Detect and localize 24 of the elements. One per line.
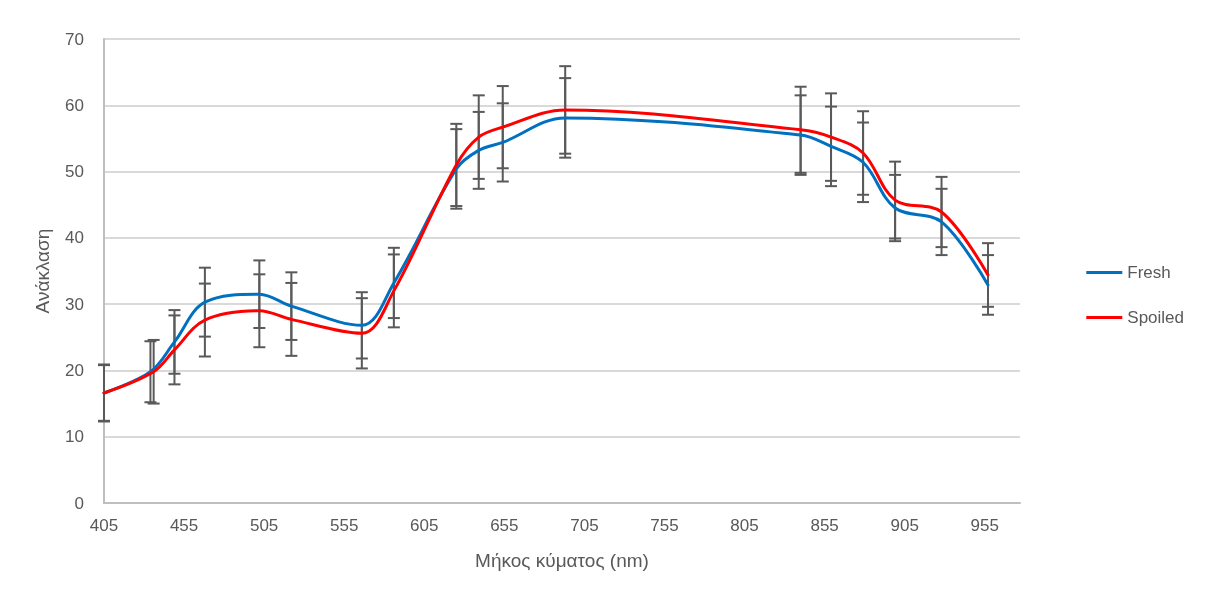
- x-tick-label: 555: [330, 516, 359, 535]
- y-tick-label: 70: [65, 29, 84, 49]
- y-tick-label: 50: [65, 162, 84, 182]
- x-tick-label: 605: [410, 516, 439, 535]
- y-axis-title: Ανάκλαση: [32, 228, 53, 314]
- y-tick-label: 40: [65, 228, 84, 248]
- legend-label: Spoiled: [1127, 308, 1185, 327]
- x-tick-label: 905: [890, 516, 919, 535]
- x-tick-label: 755: [650, 516, 679, 535]
- y-tick-label: 60: [65, 95, 84, 115]
- y-tick-label: 0: [74, 493, 84, 513]
- x-tick-label: 455: [169, 516, 199, 535]
- x-tick-label: 855: [810, 516, 839, 535]
- x-tick-label: 505: [249, 516, 279, 535]
- y-tick-label: 20: [65, 360, 84, 380]
- x-tick-label: 705: [570, 516, 599, 535]
- x-tick-label: 655: [490, 516, 519, 535]
- x-tick-label: 955: [970, 516, 999, 535]
- y-tick-label: 10: [65, 427, 84, 447]
- legend-label: Fresh: [1127, 263, 1171, 282]
- y-tick-label: 30: [65, 294, 84, 314]
- x-tick-label: 805: [730, 516, 759, 535]
- x-tick-label: 405: [89, 516, 119, 535]
- x-axis-title: Μήκος κύματος (nm): [475, 550, 649, 571]
